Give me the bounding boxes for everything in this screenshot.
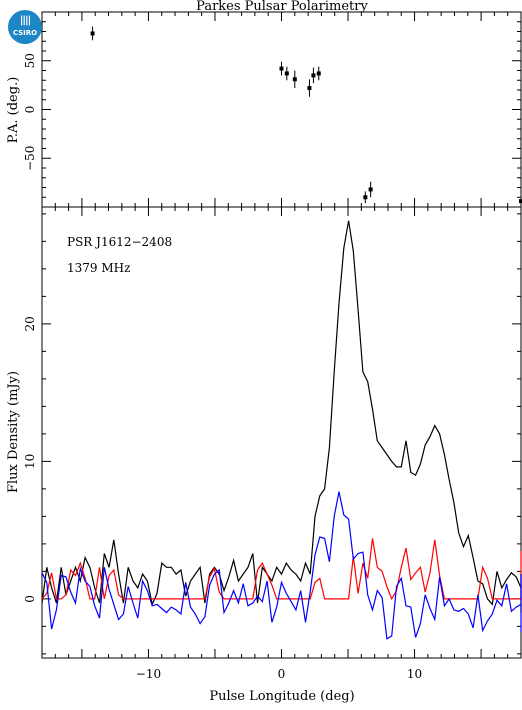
y-tick-label: 50 — [23, 53, 37, 68]
pa-point — [307, 86, 312, 91]
frequency-label: 1379 MHz — [67, 261, 130, 275]
x-tick-label: 10 — [407, 667, 422, 681]
pa-y-axis-label: P.A. (deg.) — [6, 77, 21, 144]
total-intensity-line — [41, 220, 522, 613]
pa-frame — [41, 11, 522, 208]
pa-point — [519, 199, 522, 204]
logo-bars-icon: |||| — [19, 15, 32, 26]
linear-polarization-line — [41, 538, 522, 601]
x-tick-label: 0 — [278, 667, 286, 681]
pa-panel: −50 0 50 P.A. (deg.) — [6, 11, 522, 208]
chart-title: Parkes Pulsar Polarimetry — [196, 0, 368, 14]
pa-point — [90, 31, 95, 36]
flux-ticks: −10 0 10 0 10 20 — [23, 207, 522, 681]
pa-point — [279, 66, 284, 71]
y-tick-label: 0 — [23, 595, 37, 603]
x-tick-label: −10 — [136, 667, 161, 681]
y-tick-label: 0 — [23, 106, 37, 114]
y-tick-label: 10 — [23, 454, 37, 469]
pa-point — [368, 187, 373, 192]
circular-polarization-line — [41, 491, 522, 640]
y-tick-label: 20 — [23, 316, 37, 331]
csiro-logo: |||| CSIRO — [8, 10, 42, 44]
pa-point — [311, 73, 316, 78]
x-axis-label: Pulse Longitude (deg) — [209, 689, 354, 704]
flux-panel: −10 0 10 0 10 20 PSR J1612−2408 1379 MHz Flux… — [6, 206, 522, 704]
pa-point — [316, 71, 321, 76]
pa-ticks: −50 0 50 — [23, 11, 522, 208]
pa-point — [292, 77, 297, 82]
y-tick-label: −50 — [23, 146, 37, 171]
flux-y-axis-label: Flux Density (mJy) — [6, 371, 21, 493]
logo-text: CSIRO — [12, 29, 38, 37]
flux-series — [41, 220, 522, 640]
pa-point — [284, 71, 289, 76]
pa-points — [90, 26, 522, 207]
pulsar-name-label: PSR J1612−2408 — [67, 235, 172, 249]
pa-point — [363, 195, 368, 200]
